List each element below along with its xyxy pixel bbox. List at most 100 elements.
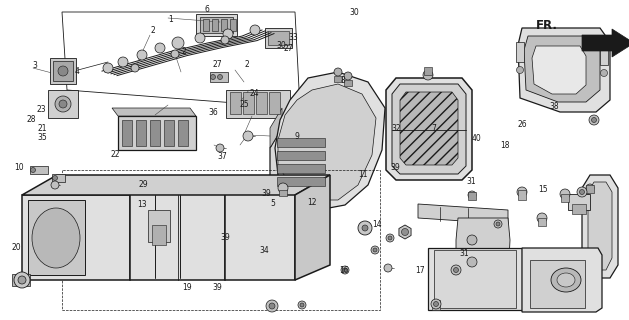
Circle shape [18, 276, 26, 284]
Text: 14: 14 [372, 220, 382, 229]
Bar [150, 120, 160, 146]
Bar [210, 72, 228, 82]
Text: 1: 1 [169, 15, 174, 24]
Text: 31: 31 [467, 177, 476, 186]
Circle shape [371, 246, 379, 254]
Polygon shape [30, 166, 48, 174]
Polygon shape [392, 84, 466, 174]
Bar [434, 250, 516, 308]
Circle shape [52, 175, 57, 180]
Circle shape [496, 222, 500, 226]
Circle shape [384, 264, 392, 272]
Circle shape [300, 303, 304, 307]
Circle shape [373, 248, 377, 252]
Bar [203, 19, 209, 31]
Text: 4: 4 [74, 67, 79, 76]
Text: 34: 34 [259, 246, 269, 255]
Text: 26: 26 [517, 120, 526, 129]
Text: 24: 24 [249, 89, 259, 98]
Polygon shape [22, 195, 130, 280]
Circle shape [423, 70, 433, 80]
Polygon shape [196, 14, 237, 36]
Circle shape [51, 181, 59, 189]
Circle shape [250, 25, 260, 35]
Polygon shape [118, 116, 196, 150]
Polygon shape [582, 175, 618, 278]
Text: 7: 7 [431, 124, 436, 133]
Bar [212, 19, 218, 31]
Bar [48, 90, 78, 118]
Bar [277, 164, 325, 173]
Circle shape [172, 37, 184, 49]
Text: 39: 39 [390, 163, 400, 172]
Text: 3: 3 [33, 61, 38, 70]
Bar [243, 92, 254, 114]
Bar [230, 92, 241, 114]
Circle shape [591, 117, 596, 123]
Bar [50, 58, 76, 84]
Text: 25: 25 [239, 100, 248, 109]
Text: 30: 30 [350, 8, 360, 17]
Polygon shape [130, 190, 225, 280]
Circle shape [278, 183, 288, 193]
Polygon shape [270, 108, 282, 148]
Text: 19: 19 [182, 284, 192, 292]
Polygon shape [428, 248, 522, 310]
Circle shape [431, 299, 441, 309]
Text: 2: 2 [181, 47, 186, 56]
Polygon shape [418, 204, 508, 224]
Circle shape [386, 234, 394, 242]
Text: 6: 6 [204, 5, 209, 14]
Text: 31: 31 [459, 249, 469, 258]
Circle shape [451, 265, 461, 275]
Bar [518, 190, 526, 200]
Circle shape [223, 29, 233, 39]
Text: 36: 36 [209, 108, 219, 117]
Circle shape [155, 43, 165, 53]
Text: 39: 39 [213, 283, 223, 292]
Circle shape [601, 69, 608, 76]
Bar [586, 185, 594, 193]
Bar [334, 76, 342, 82]
Text: 21: 21 [38, 124, 47, 133]
Text: 27: 27 [283, 44, 292, 52]
Bar [178, 120, 188, 146]
Text: 32: 32 [391, 124, 401, 132]
Text: 9: 9 [294, 132, 299, 141]
Bar [432, 300, 440, 310]
Circle shape [537, 213, 547, 223]
Bar [136, 120, 146, 146]
Text: 10: 10 [14, 163, 23, 172]
Circle shape [59, 100, 67, 108]
Circle shape [211, 75, 216, 79]
Text: 18: 18 [501, 141, 510, 150]
Bar [230, 19, 236, 31]
Bar [600, 47, 608, 65]
Circle shape [343, 268, 347, 272]
Polygon shape [12, 274, 30, 286]
Ellipse shape [557, 273, 575, 287]
Text: 40: 40 [472, 134, 482, 143]
Polygon shape [386, 78, 472, 180]
Bar [221, 19, 227, 31]
Bar [277, 177, 325, 186]
Bar [516, 42, 524, 62]
Circle shape [269, 303, 275, 309]
Text: 2: 2 [151, 26, 156, 35]
Polygon shape [295, 175, 330, 280]
Circle shape [579, 189, 584, 195]
Circle shape [55, 96, 71, 112]
Circle shape [586, 184, 594, 192]
Circle shape [221, 36, 229, 44]
Text: 39: 39 [261, 189, 271, 198]
Bar [468, 192, 476, 200]
Circle shape [103, 63, 113, 73]
Circle shape [344, 72, 352, 80]
Circle shape [467, 257, 477, 267]
Circle shape [468, 191, 476, 199]
Text: 29: 29 [138, 180, 148, 189]
Text: 33: 33 [288, 33, 298, 42]
Circle shape [137, 50, 147, 60]
Polygon shape [270, 128, 332, 192]
Circle shape [131, 64, 139, 72]
